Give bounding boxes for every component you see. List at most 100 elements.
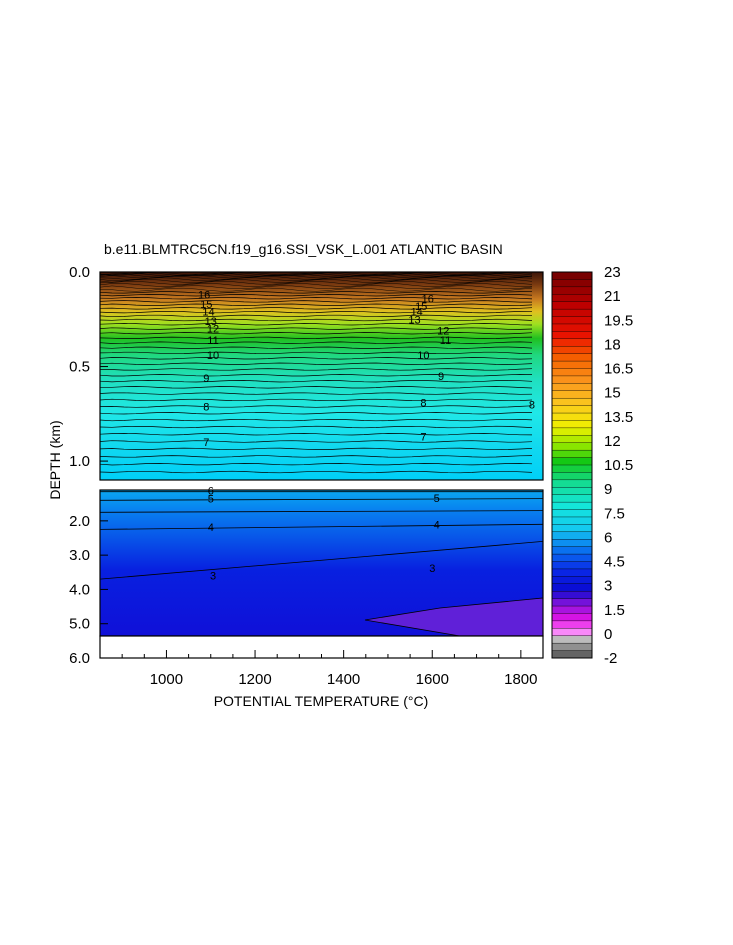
x-tick-label: 1000 [150, 671, 183, 688]
contour-line [99, 398, 533, 402]
contour-line [99, 412, 532, 415]
colorbar-swatch [551, 375, 593, 384]
colorbar-swatch [551, 501, 593, 511]
colorbar-label: 7.5 [604, 505, 625, 522]
contour-line [99, 323, 533, 326]
contour-line [99, 291, 533, 294]
x-tick-label: 1600 [416, 671, 449, 688]
colorbar-swatch [551, 642, 593, 652]
colorbar-label: 21 [604, 288, 621, 305]
x-tick-label: 1800 [504, 671, 537, 688]
contour-line [99, 285, 533, 290]
colorbar [551, 271, 593, 659]
contour-label: 4 [208, 522, 214, 534]
contour-line [99, 374, 533, 377]
contour-label: 12 [207, 324, 219, 336]
contour-line [99, 341, 533, 344]
upper-contour-lines [99, 272, 533, 474]
contour-label: 7 [203, 437, 209, 449]
colorbar-label: -2 [604, 650, 617, 667]
contour-line [99, 380, 533, 383]
contour-label: 10 [207, 350, 219, 362]
colorbar-swatch [551, 590, 593, 600]
contour-label: 11 [440, 335, 451, 347]
contour-label: 13 [408, 314, 420, 326]
colorbar-label: 4.5 [604, 554, 625, 571]
colorbar-swatch [551, 316, 593, 325]
contour-line [99, 433, 533, 436]
contour-line [99, 283, 533, 287]
colorbar-swatch [551, 338, 593, 347]
colorbar-swatch [551, 605, 593, 614]
colorbar-label: 18 [604, 336, 621, 353]
contour-label: 7 [420, 432, 426, 444]
colorbar-label: 3 [604, 578, 612, 595]
colorbar-swatch [551, 279, 593, 288]
colorbar-labels: 23 21 19.5 18 16.5 15 13.5 12 10.5 9 7.5 6 4.5 3 1.5 0 -… [604, 264, 633, 667]
y-tick-label: 4.0 [69, 581, 90, 598]
contour-label: 8 [203, 401, 209, 413]
colorbar-label: 13.5 [604, 409, 633, 426]
colorbar-swatch [551, 553, 593, 563]
contour-line [99, 297, 533, 300]
colorbar-label: 10.5 [604, 457, 633, 474]
colorbar-swatch [551, 271, 593, 280]
x-tick-label: 1200 [238, 671, 271, 688]
y-tick-label: 2.0 [69, 513, 90, 530]
colorbar-swatch [551, 360, 593, 369]
y-tick-label: 5.0 [69, 616, 90, 633]
contour-line [99, 336, 533, 340]
contour-line [99, 279, 533, 283]
colorbar-swatch [551, 561, 593, 570]
contour-line [99, 541, 544, 580]
colorbar-label: 9 [604, 481, 612, 498]
contour-line [99, 425, 533, 429]
y-axis-label: DEPTH (km) [47, 420, 63, 499]
colorbar-swatch [551, 308, 593, 318]
colorbar-label: 0 [604, 626, 612, 643]
contour-line [99, 523, 544, 530]
contour-line [99, 405, 533, 408]
colorbar-swatch [551, 442, 593, 451]
colorbar-swatch [551, 301, 593, 310]
y-axis-ticks: 0.0 0.5 1.0 2.0 3.0 4.0 5.0 6.0 [69, 264, 108, 667]
contour-label: 11 [207, 335, 218, 347]
colorbar-swatch [551, 628, 593, 637]
colorbar-swatch [551, 487, 593, 496]
contour-line [99, 362, 533, 365]
colorbar-swatch [551, 620, 593, 629]
contour-label: 9 [438, 371, 444, 383]
contour-line [100, 386, 533, 389]
contour-line [99, 277, 533, 282]
y-tick-label: 0.0 [69, 264, 90, 281]
contour-label: 15 [415, 301, 427, 313]
colorbar-swatch [551, 323, 593, 332]
colorbar-swatch [551, 531, 593, 540]
contour-line [99, 294, 533, 297]
upper-contour-labels: 16151413121110987161514131211109878 [198, 290, 535, 450]
colorbar-swatch [551, 368, 593, 377]
contour-line [99, 418, 533, 422]
contour-label: 16 [422, 294, 434, 306]
y-tick-label: 6.0 [69, 650, 90, 667]
colorbar-swatch [551, 420, 593, 429]
colorbar-label: 15 [604, 385, 621, 402]
colorbar-swatch [551, 479, 593, 488]
colorbar-swatch [551, 427, 593, 436]
colorbar-swatch [551, 397, 593, 407]
contour-line [99, 447, 533, 451]
contour-line [99, 392, 533, 395]
colorbar-swatch [551, 583, 593, 592]
contour-label: 14 [202, 307, 214, 319]
contour-label: 16 [198, 290, 210, 302]
contour-line [99, 281, 533, 285]
colorbar-swatch [551, 331, 593, 340]
contour-label: 5 [434, 493, 440, 505]
colorbar-swatch [551, 464, 593, 473]
contour-label: 12 [437, 326, 449, 338]
contour-line [99, 470, 533, 474]
contour-line [99, 307, 533, 310]
colorbar-swatch [551, 405, 593, 414]
contour-line [99, 303, 533, 306]
colorbar-label: 12 [604, 433, 621, 450]
